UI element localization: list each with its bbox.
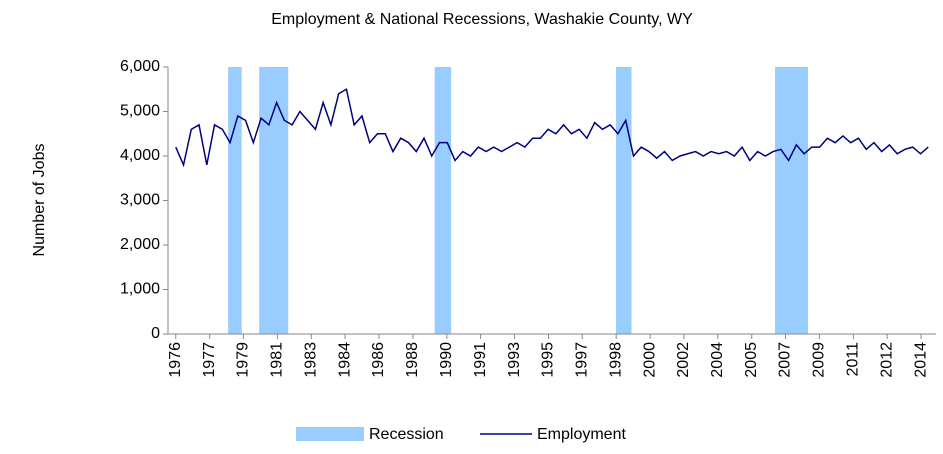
- x-tick-label: 2002: [675, 342, 692, 378]
- x-tick-label: 1997: [573, 342, 590, 378]
- recession-band: [616, 67, 632, 334]
- y-axis-label: Number of Jobs: [31, 144, 48, 257]
- y-tick-label: 5,000: [120, 103, 160, 120]
- x-tick-label: 2007: [777, 342, 794, 378]
- x-tick-label: 1990: [438, 342, 455, 378]
- x-tick-label: 2009: [811, 342, 828, 378]
- y-tick-label: 2,000: [120, 236, 160, 253]
- x-tick-label: 1995: [540, 342, 557, 378]
- recession-band: [434, 67, 452, 334]
- recession-band: [775, 67, 808, 334]
- recession-band: [228, 67, 242, 334]
- y-tick-label: 4,000: [120, 147, 160, 164]
- x-tick-label: 1984: [336, 342, 353, 378]
- x-tick-label: 1986: [370, 342, 387, 378]
- x-tick-label: 1988: [404, 342, 421, 378]
- chart-title: Employment & National Recessions, Washak…: [271, 11, 693, 28]
- x-tick-label: 2000: [641, 342, 658, 378]
- y-tick-label: 3,000: [120, 192, 160, 209]
- x-tick-label: 1998: [607, 342, 624, 378]
- recession-band: [259, 67, 289, 334]
- y-tick-label: 6,000: [120, 58, 160, 75]
- x-tick-label: 2011: [845, 342, 862, 377]
- x-tick-label: 1981: [269, 342, 286, 378]
- x-tick-label: 2005: [743, 342, 760, 378]
- x-tick-label: 1983: [303, 342, 320, 378]
- x-tick-label: 2012: [878, 342, 895, 378]
- x-tick-label: 2004: [709, 342, 726, 378]
- x-tick-label: 1977: [201, 342, 218, 378]
- employment-line: [175, 88, 929, 168]
- legend-swatch: [296, 427, 364, 441]
- x-tick-label: 1979: [235, 342, 252, 378]
- x-tick-label: 1993: [506, 342, 523, 378]
- y-tick-label: 0: [151, 325, 160, 342]
- x-tick-label: 1991: [472, 342, 489, 378]
- x-tick-label: 2014: [912, 342, 929, 378]
- x-tick-label: 1976: [167, 342, 184, 378]
- legend-label: Employment: [537, 426, 626, 443]
- y-tick-label: 1,000: [120, 281, 160, 298]
- legend-label: Recession: [369, 426, 444, 443]
